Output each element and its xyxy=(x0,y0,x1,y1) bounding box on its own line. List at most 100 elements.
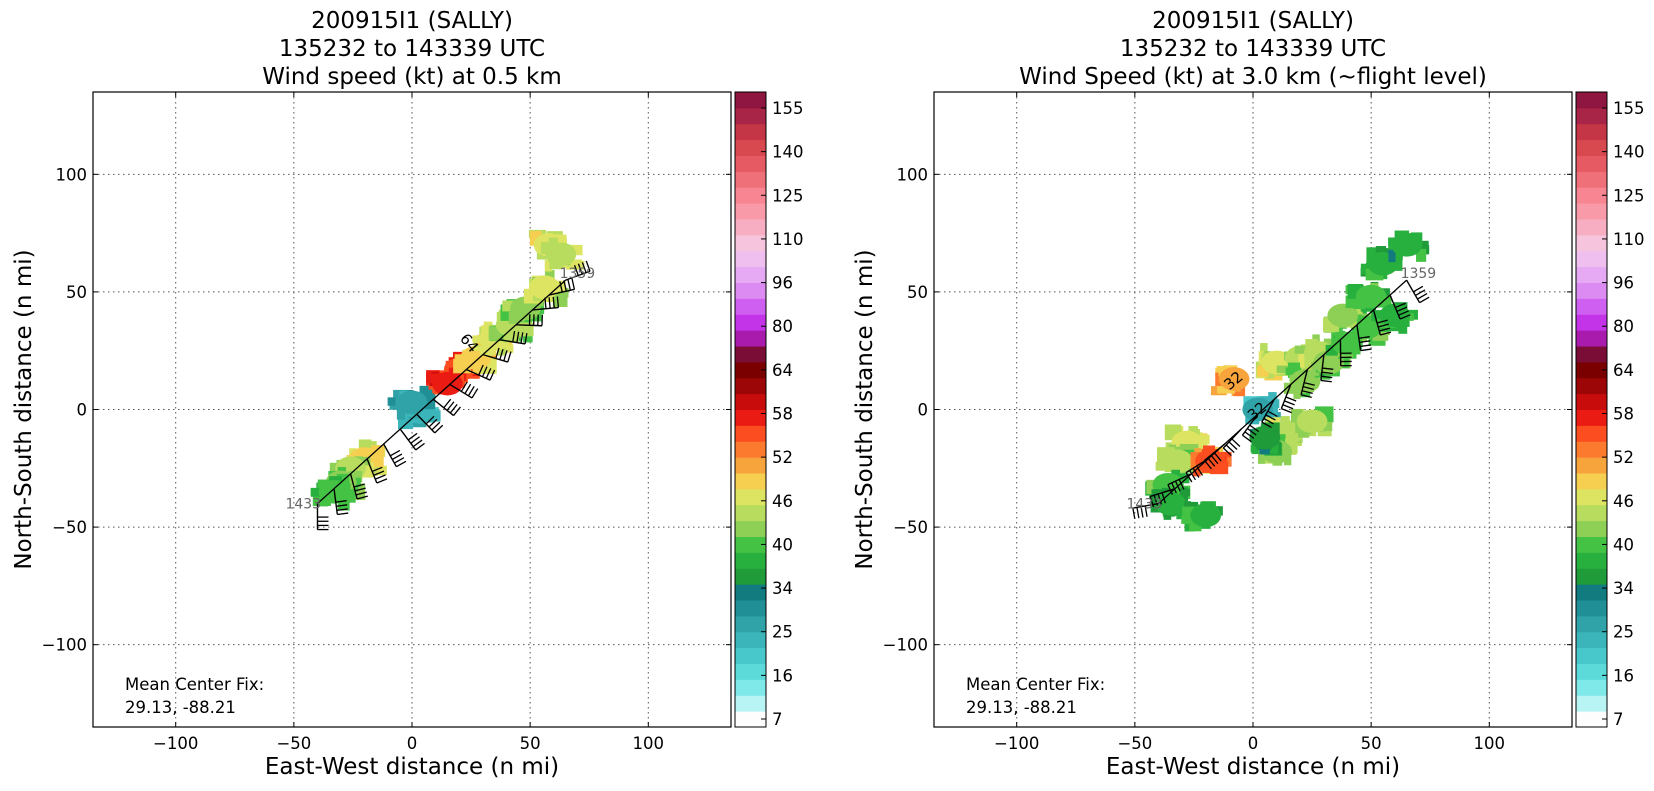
x-tick-label: −50 xyxy=(276,734,311,753)
center-fix-value: 29.13, -88.21 xyxy=(125,698,236,717)
y-tick-label: −100 xyxy=(883,636,928,655)
colorbar-segment xyxy=(1576,441,1607,457)
colorbar-segment xyxy=(1576,695,1607,711)
colorbar-segment xyxy=(735,473,766,489)
wind-region xyxy=(397,391,428,415)
colorbar-label: 58 xyxy=(1613,405,1634,424)
colorbar-segment xyxy=(735,267,766,283)
colorbar-segment xyxy=(1576,171,1607,187)
colorbar-segment xyxy=(735,346,766,362)
colorbar-segment xyxy=(735,568,766,584)
y-tick-label: 0 xyxy=(77,401,88,420)
colorbar-label: 46 xyxy=(1613,492,1634,511)
colorbar-label: 80 xyxy=(772,317,793,336)
colorbar-segment xyxy=(1576,584,1607,600)
colorbar-segment xyxy=(1576,298,1607,314)
y-tick-label: 50 xyxy=(907,283,928,302)
colorbar-segment xyxy=(1576,457,1607,473)
chart-title-line-3: Wind speed (kt) at 0.5 km xyxy=(262,64,562,90)
x-tick-label: −100 xyxy=(994,734,1039,753)
colorbar-segment xyxy=(735,505,766,521)
colorbar-segment xyxy=(735,219,766,235)
colorbar-segment xyxy=(1576,156,1607,172)
wind-cell xyxy=(1179,489,1190,496)
x-tick-label: 100 xyxy=(1474,734,1506,753)
center-fix-label: Mean Center Fix: xyxy=(125,675,264,694)
colorbar-segment xyxy=(735,156,766,172)
colorbar-label: 46 xyxy=(772,492,793,511)
colorbar-label: 16 xyxy=(1613,666,1634,685)
wind-region xyxy=(1391,233,1422,257)
track-end-label: 1433 xyxy=(1126,497,1162,513)
colorbar-label: 155 xyxy=(1613,99,1645,118)
y-tick-label: 50 xyxy=(66,283,87,302)
colorbar-segment xyxy=(735,108,766,124)
x-tick-label: 100 xyxy=(633,734,665,753)
colorbar-segment xyxy=(1576,267,1607,283)
colorbar-label: 110 xyxy=(772,230,804,249)
colorbar-segment xyxy=(735,664,766,680)
y-tick-label: 100 xyxy=(897,165,929,184)
colorbar-label: 7 xyxy=(1613,710,1624,729)
colorbar-segment xyxy=(735,552,766,568)
colorbar-segment xyxy=(735,203,766,219)
colorbar-label: 155 xyxy=(772,99,804,118)
chart-title-line-2: 135232 to 143339 UTC xyxy=(279,36,545,62)
x-tick-label: −50 xyxy=(1117,734,1152,753)
x-axis-label: East-West distance (n mi) xyxy=(1106,754,1400,780)
chart-title-line-3: Wind Speed (kt) at 3.0 km (~flight level… xyxy=(1019,64,1487,90)
colorbar-segment xyxy=(1576,425,1607,441)
colorbar-segment xyxy=(1576,251,1607,267)
colorbar-label: 34 xyxy=(772,579,793,598)
colorbar-segment xyxy=(735,425,766,441)
colorbar-segment xyxy=(735,648,766,664)
y-axis-label: North-South distance (n mi) xyxy=(11,249,37,569)
x-axis-label: East-West distance (n mi) xyxy=(265,754,559,780)
track-end-label: 1433 xyxy=(285,497,321,513)
x-tick-label: 0 xyxy=(1248,734,1259,753)
center-fix-label: Mean Center Fix: xyxy=(966,675,1105,694)
colorbar-segment xyxy=(735,410,766,426)
chart-title-line-1: 200915I1 (SALLY) xyxy=(311,8,513,34)
chart-title-line-1: 200915I1 (SALLY) xyxy=(1152,8,1354,34)
colorbar-label: 52 xyxy=(1613,448,1634,467)
colorbar-segment xyxy=(1576,505,1607,521)
colorbar-segment xyxy=(735,251,766,267)
wind-region xyxy=(1162,449,1193,473)
colorbar-label: 96 xyxy=(772,274,793,293)
colorbar-label: 25 xyxy=(772,623,793,642)
colorbar-label: 16 xyxy=(772,666,793,685)
colorbar-segment xyxy=(1576,219,1607,235)
colorbar-segment xyxy=(735,600,766,616)
colorbar-segment xyxy=(1576,648,1607,664)
colorbar-label: 110 xyxy=(1613,230,1645,249)
center-fix-value: 29.13, -88.21 xyxy=(966,698,1077,717)
colorbar-label: 34 xyxy=(1613,579,1634,598)
y-tick-label: −50 xyxy=(52,518,87,537)
colorbar-segment xyxy=(735,457,766,473)
wind-region xyxy=(529,275,560,299)
colorbar-segment xyxy=(735,378,766,394)
colorbar-segment xyxy=(735,283,766,299)
colorbar-segment xyxy=(735,441,766,457)
colorbar-segment xyxy=(1576,124,1607,140)
y-tick-label: −50 xyxy=(893,518,928,537)
wind-region xyxy=(1297,409,1328,433)
colorbar-segment xyxy=(735,521,766,537)
colorbar-label: 125 xyxy=(1613,186,1645,205)
colorbar-label: 125 xyxy=(772,186,804,205)
track-start-label: 1359 xyxy=(560,266,596,282)
colorbar-segment xyxy=(1576,473,1607,489)
colorbar-segment xyxy=(1576,632,1607,648)
wind-region xyxy=(1249,426,1280,450)
colorbar-segment xyxy=(735,298,766,314)
colorbar-label: 140 xyxy=(1613,143,1645,162)
wind-region xyxy=(1356,285,1387,309)
colorbar-label: 64 xyxy=(1613,361,1634,380)
y-tick-label: 100 xyxy=(56,165,88,184)
colorbar-segment xyxy=(735,171,766,187)
